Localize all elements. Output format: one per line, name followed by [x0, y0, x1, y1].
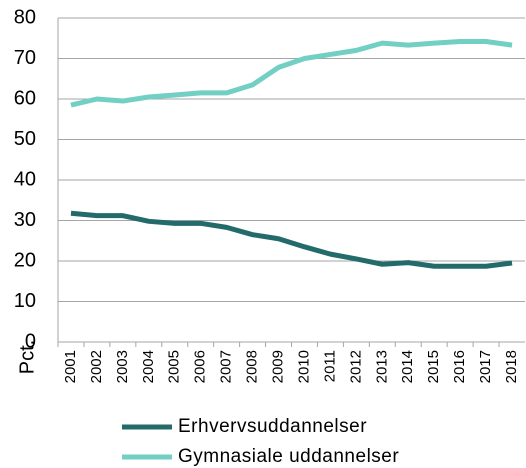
- series-line: [70, 38, 513, 108]
- x-tick-label: 2010: [295, 350, 312, 383]
- y-tick-label: 50: [14, 128, 36, 150]
- x-tick-label: 2005: [166, 350, 183, 383]
- legend-label: Erhvervsuddannelser: [178, 416, 367, 437]
- x-tick-label: 2016: [451, 350, 468, 383]
- x-tick-label: 2007: [218, 350, 235, 383]
- x-tick-label: 2013: [373, 350, 390, 383]
- y-tick-label: 10: [14, 290, 36, 312]
- series-line: [70, 210, 513, 269]
- x-tick-label: 2017: [477, 350, 494, 383]
- y-tick-label: 40: [14, 168, 36, 190]
- x-tick-label: 2008: [244, 350, 261, 383]
- legend-label: Gymnasiale uddannelser: [178, 446, 399, 467]
- y-tick-label: 80: [14, 6, 36, 28]
- y-tick-label: 20: [14, 249, 36, 271]
- x-tick-label: 2003: [114, 350, 131, 383]
- y-tick-label: 70: [14, 47, 36, 69]
- y-tick-label: 60: [14, 87, 36, 109]
- x-tick-label: 2012: [347, 350, 364, 383]
- x-tick-label: 2002: [88, 350, 105, 383]
- y-tick-label: 30: [14, 209, 36, 231]
- x-tick-label: 2006: [192, 350, 209, 383]
- x-tick-label: 2009: [269, 350, 286, 383]
- y-tick-label: 0: [25, 330, 36, 352]
- x-tick-label: 2004: [140, 350, 157, 383]
- x-tick-label: 2011: [321, 350, 338, 382]
- x-tick-label: 2014: [399, 350, 416, 383]
- x-tick-label: 2001: [62, 350, 79, 383]
- x-tick-label: 2015: [425, 350, 442, 383]
- y-axis-label: Pct.: [16, 340, 38, 374]
- x-tick-label: 2018: [503, 350, 520, 383]
